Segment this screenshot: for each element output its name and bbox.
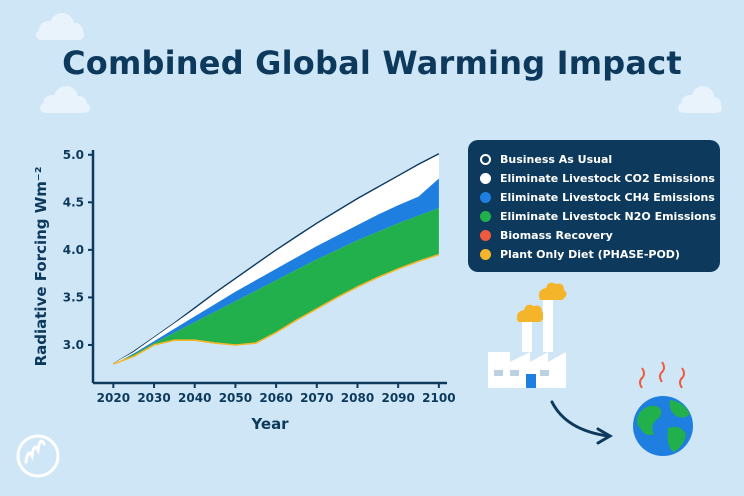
- legend-item: Business As Usual: [480, 150, 612, 168]
- legend-swatch: [480, 191, 491, 203]
- area-ch4: [113, 178, 439, 364]
- legend-swatch: [480, 172, 491, 184]
- y-tick-label: 5.0: [63, 148, 84, 162]
- area-co2: [113, 156, 439, 364]
- y-tick-label: 3.5: [63, 290, 84, 304]
- line-business-as-usual: [112, 153, 440, 365]
- chart-legend: Business As Usual Eliminate Livestock CO…: [468, 140, 720, 272]
- x-tick-label: 2060: [259, 391, 292, 405]
- cloud-icon: [678, 86, 722, 113]
- plot-area: 3.0 3.5 4.0 4.5 5.0 2020 2030 2040 2050 2060 2070 2…: [32, 148, 456, 433]
- legend-item: Eliminate Livestock CO2 Emissions: [480, 169, 715, 187]
- cloud-icon: [40, 86, 90, 113]
- legend-label: Business As Usual: [500, 152, 613, 166]
- legend-item: Eliminate Livestock N2O Emissions: [480, 207, 716, 225]
- legend-label: Eliminate Livestock CH4 Emissions: [500, 190, 715, 204]
- legend-swatch: [480, 248, 491, 260]
- y-tick-label: 4.5: [63, 195, 84, 209]
- cloud-icon: [36, 13, 84, 40]
- legend-label: Plant Only Diet (PHASE-POD): [500, 247, 680, 261]
- legend-item: Eliminate Livestock CH4 Emissions: [480, 188, 715, 206]
- x-tick-label: 2080: [341, 391, 374, 405]
- globe-icon: [633, 361, 693, 456]
- legend-swatch: [480, 229, 491, 241]
- arrow-icon: [550, 400, 613, 445]
- legend-label: Eliminate Livestock N2O Emissions: [500, 209, 717, 223]
- x-tick-label: 2100: [422, 391, 455, 405]
- legend-item: Plant Only Diet (PHASE-POD): [480, 245, 680, 263]
- legend-item: Biomass Recovery: [480, 226, 613, 244]
- y-axis-title: Radiative Forcing Wm⁻²: [32, 167, 50, 367]
- x-tick-label: 2090: [381, 391, 414, 405]
- chart-title: Combined Global Warming Impact: [62, 44, 682, 82]
- x-tick-label: 2050: [219, 391, 252, 405]
- y-tick-label: 3.0: [63, 338, 84, 352]
- x-tick-label: 2020: [97, 391, 130, 405]
- line-plant-diet: [113, 253, 440, 365]
- legend-label: Biomass Recovery: [500, 228, 613, 242]
- x-tick-label: 2030: [137, 391, 170, 405]
- factory-icon: [488, 282, 567, 388]
- y-tick-label: 4.0: [63, 243, 84, 257]
- x-tick-label: 2040: [178, 391, 211, 405]
- x-tick-label: 2070: [300, 391, 333, 405]
- x-axis-title: Year: [250, 415, 289, 433]
- legend-swatch: [480, 210, 491, 222]
- area-n2o: [113, 208, 439, 364]
- line-co2: [113, 156, 440, 365]
- legend-label: Eliminate Livestock CO2 Emissions: [500, 171, 715, 185]
- logo-icon: [16, 434, 60, 478]
- legend-swatch: [480, 153, 491, 165]
